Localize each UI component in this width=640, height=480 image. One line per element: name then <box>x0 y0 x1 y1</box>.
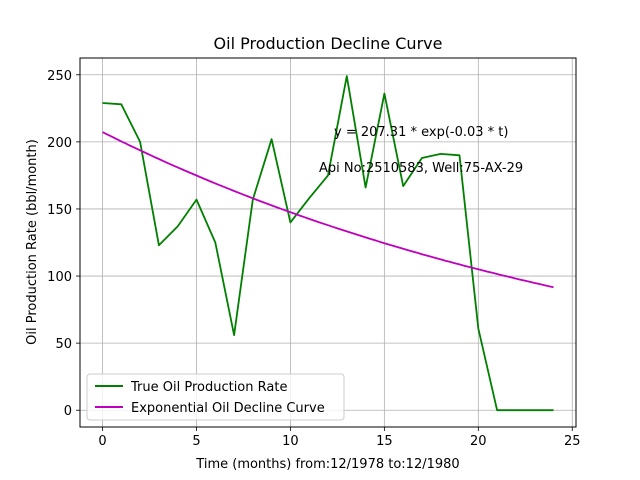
x-tick-label: 20 <box>470 434 487 449</box>
y-tick-label: 50 <box>55 337 72 352</box>
plot-frame <box>79 57 577 428</box>
fit-equation-annotation: y = 207.31 * exp(-0.03 * t) <box>334 125 508 140</box>
series-group <box>102 75 554 412</box>
x-tick-label: 0 <box>98 434 106 449</box>
x-tick-label: 5 <box>192 434 200 449</box>
y-tick-label: 100 <box>47 270 72 285</box>
grid <box>80 58 576 427</box>
y-tick-label: 200 <box>47 136 72 151</box>
x-tick-label: 15 <box>376 434 393 449</box>
well-id-annotation: Api No:2510583, Well:75-AX-29 <box>319 161 523 176</box>
x-tick-label: 10 <box>282 434 299 449</box>
x-axis-label: Time (months) from:12/1978 to:12/1980 <box>195 457 459 472</box>
legend-label-decline-curve: Exponential Oil Decline Curve <box>131 401 325 416</box>
legend-label-true-rate: True Oil Production Rate <box>130 380 287 395</box>
exponential-decline-curve-line <box>102 131 554 289</box>
y-axis-label: Oil Production Rate (bbl/month) <box>25 139 40 345</box>
y-tick-label: 150 <box>47 203 72 218</box>
y-tick-label: 0 <box>64 404 72 419</box>
legend-box <box>86 373 345 421</box>
true-production-rate-line <box>102 75 554 412</box>
y-tick-label: 250 <box>47 69 72 84</box>
chart-title: Oil Production Decline Curve <box>214 34 443 53</box>
legend: True Oil Production Rate Exponential Oil… <box>86 373 345 421</box>
x-tick-label: 25 <box>564 434 581 449</box>
